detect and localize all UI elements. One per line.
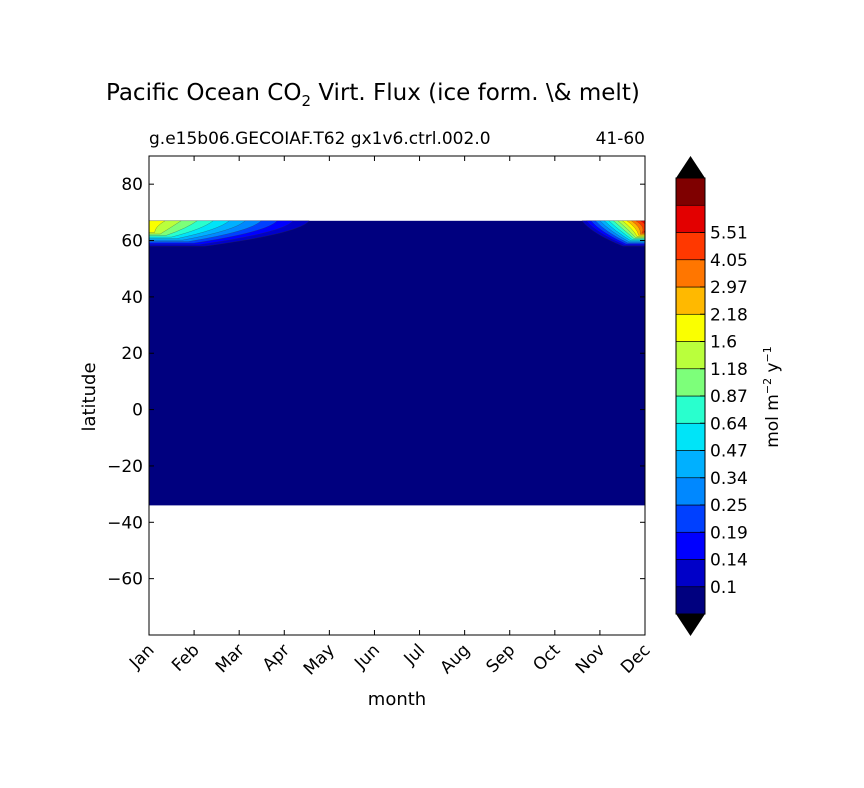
colorbar-tick-label: 2.18 — [710, 305, 748, 325]
colorbar-extend-high — [676, 156, 705, 178]
year-range-label: 41-60 — [596, 129, 645, 149]
x-axis-label: month — [368, 689, 426, 710]
title-rest: Virt. Flux (ice form. \& melt) — [311, 80, 640, 106]
colorbar-segment — [675, 313, 706, 342]
colorbar-tick-label: 4.05 — [710, 251, 748, 271]
title-subscript: 2 — [301, 92, 311, 110]
colorbar-segment — [675, 395, 706, 424]
colorbar-tick-label: 0.64 — [710, 414, 748, 434]
y-tick-label: 0 — [132, 401, 143, 421]
x-tick-label: Dec — [617, 640, 654, 677]
colorbar: 0.1 0.14 0.19 0.25 0.34 0.47 0.64 0.87 1.18 1.6 2.… — [675, 156, 748, 636]
colorbar-tick-label: 1.18 — [710, 360, 748, 380]
run-name-label: g.e15b06.GECOIAF.T62 gx1v6.ctrl.002.0 — [149, 129, 491, 149]
contour-band — [635, 220, 645, 234]
chart-title: Pacific Ocean CO2 Virt. Flux (ice form. … — [106, 80, 640, 110]
colorbar-extend-low — [676, 614, 705, 636]
colorbar-tick-label: 2.97 — [710, 278, 748, 298]
y-axis: 80 60 40 20 0 −20 −40 −60 — [107, 175, 645, 590]
colorbar-tick-label: 0.34 — [710, 469, 748, 489]
colorbar-segment — [675, 259, 706, 288]
colorbar-segment — [675, 422, 706, 451]
contour-band — [149, 220, 166, 233]
colorbar-segment — [675, 177, 706, 206]
colorbar-tick-label: 1.6 — [710, 333, 737, 353]
colorbar-segment — [675, 204, 706, 233]
flux-field — [149, 220, 645, 506]
y-tick-label: 80 — [121, 175, 143, 195]
x-tick-label: Aug — [437, 640, 475, 678]
x-tick-label: Jun — [350, 640, 384, 674]
x-tick-label: Mar — [212, 640, 249, 677]
colorbar-tick-label: 5.51 — [710, 224, 748, 244]
x-tick-label: Jul — [400, 640, 429, 669]
colorbar-segment — [675, 477, 706, 506]
colorbar-tick-label: 0.14 — [710, 551, 748, 571]
y-tick-label: 60 — [121, 232, 143, 252]
y-tick-label: −60 — [107, 570, 143, 590]
colorbar-tick-label: 0.1 — [710, 578, 737, 598]
colorbar-tick-label: 0.47 — [710, 442, 748, 462]
plot-frame — [148, 155, 646, 636]
ice-flux-contours — [149, 220, 645, 247]
colorbar-label: mol m−2 y−1 — [761, 346, 783, 448]
x-tick-label: May — [300, 640, 339, 679]
x-tick-label: Sep — [482, 640, 519, 677]
colorbar-segment — [675, 586, 706, 615]
x-tick-label: Feb — [168, 640, 203, 675]
colorbar-segment — [675, 504, 706, 533]
x-tick-label: Nov — [572, 640, 610, 678]
x-tick-label: Oct — [529, 640, 564, 675]
colorbar-segment — [675, 450, 706, 479]
y-axis-label: latitude — [79, 362, 100, 431]
x-tick-label: Jan — [125, 640, 158, 673]
title-main: Pacific Ocean CO — [106, 80, 301, 106]
colorbar-tick-label: 0.87 — [710, 387, 748, 407]
x-tick-label: Apr — [259, 640, 294, 675]
colorbar-segment — [675, 232, 706, 261]
colorbar-tick-label: 0.19 — [710, 523, 748, 543]
y-tick-label: 20 — [121, 344, 143, 364]
y-tick-label: −20 — [107, 457, 143, 477]
colorbar-segment — [675, 341, 706, 370]
colorbar-tick-label: 0.25 — [710, 496, 748, 516]
colorbar-segment — [675, 531, 706, 560]
y-tick-label: −40 — [107, 513, 143, 533]
colorbar-segment — [675, 286, 706, 315]
colorbar-segment — [675, 559, 706, 588]
y-tick-label: 40 — [121, 288, 143, 308]
colorbar-segment — [675, 368, 706, 397]
